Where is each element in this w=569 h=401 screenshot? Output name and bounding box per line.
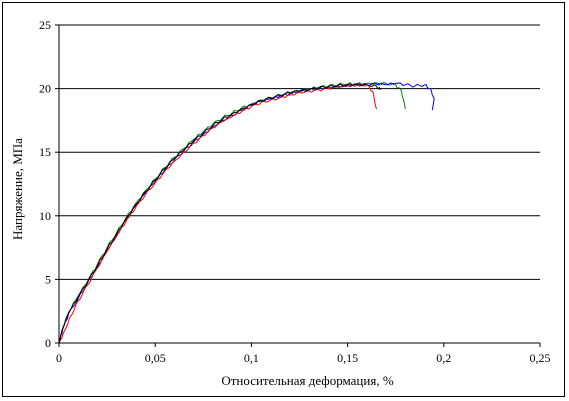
series-line-1 <box>58 82 435 344</box>
y-tick-label-3: 15 <box>39 145 51 159</box>
axes <box>55 24 541 347</box>
chart-frame <box>2 2 565 397</box>
x-axis-label: Относительная деформация, % <box>221 373 393 388</box>
tick-labels: 0 5 10 15 20 25 0 0,05 0,1 0,15 0,2 0,25 <box>39 18 551 365</box>
x-tick-label-4: 0,2 <box>436 351 451 365</box>
x-tick-label-3: 0,15 <box>337 351 358 365</box>
y-tick-label-2: 10 <box>39 209 51 223</box>
x-tick-label-0: 0 <box>56 351 62 365</box>
y-axis-label: Напряжение, МПа <box>10 138 25 240</box>
y-tick-label-4: 20 <box>39 82 51 96</box>
series-line-3 <box>58 83 381 344</box>
x-tick-label-1: 0,05 <box>145 351 166 365</box>
series-line-2 <box>58 83 377 344</box>
x-tick-label-2: 0,1 <box>244 351 259 365</box>
y-tick-label-0: 0 <box>45 336 51 350</box>
x-tick-label-5: 0,25 <box>530 351 551 365</box>
grid-lines <box>59 24 540 280</box>
y-tick-label-5: 25 <box>39 18 51 32</box>
y-tick-label-1: 5 <box>45 272 51 286</box>
series-line-0 <box>58 81 406 344</box>
series-group <box>58 81 435 344</box>
